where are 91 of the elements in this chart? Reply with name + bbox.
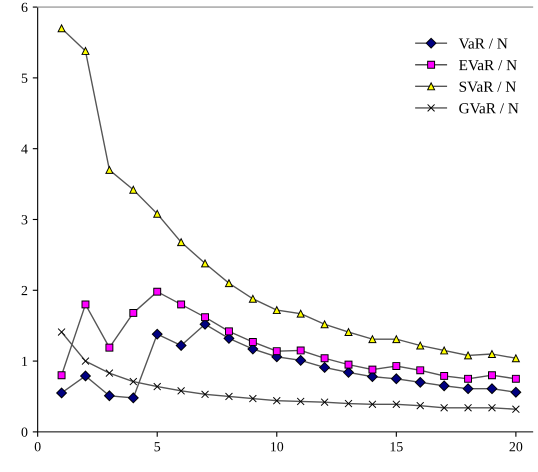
point xyxy=(272,396,281,405)
point xyxy=(440,346,448,354)
legend-label: GVaR / N xyxy=(459,103,519,114)
point xyxy=(82,300,90,308)
point xyxy=(319,362,330,373)
x-tick-label: 5 xyxy=(154,442,160,452)
point xyxy=(368,400,376,408)
point xyxy=(320,354,329,362)
point xyxy=(129,308,138,317)
point xyxy=(80,370,91,382)
point xyxy=(392,335,400,344)
point xyxy=(129,186,138,194)
point xyxy=(486,383,498,394)
point xyxy=(224,392,233,400)
point xyxy=(153,382,162,391)
point xyxy=(177,300,186,308)
point xyxy=(344,400,352,408)
point xyxy=(248,394,257,403)
point xyxy=(201,259,209,268)
legend-label: EVaR / N xyxy=(459,60,517,70)
point xyxy=(58,328,66,336)
point xyxy=(105,344,114,352)
point xyxy=(416,402,424,410)
x-tick-label: 20 xyxy=(510,442,522,452)
point xyxy=(488,350,496,358)
point xyxy=(176,340,187,351)
point xyxy=(440,404,448,412)
point xyxy=(440,372,448,380)
point xyxy=(510,386,522,398)
point xyxy=(58,371,66,380)
point xyxy=(464,404,472,412)
point xyxy=(368,366,376,374)
point xyxy=(104,390,115,402)
y-tick-label: 0 xyxy=(22,427,28,437)
point xyxy=(344,360,352,369)
point xyxy=(343,367,354,378)
point xyxy=(105,166,114,174)
legend-label: SVaR / N xyxy=(460,82,516,92)
point xyxy=(295,354,306,366)
y-tick-label: 6 xyxy=(22,2,28,12)
point xyxy=(488,371,496,380)
point xyxy=(58,24,66,32)
point xyxy=(438,380,450,392)
x-tick-label: 10 xyxy=(271,442,284,452)
point xyxy=(296,310,305,318)
legend-label: VaR / N xyxy=(458,38,508,49)
point xyxy=(416,342,424,350)
point xyxy=(464,351,472,360)
point xyxy=(153,288,162,296)
point xyxy=(272,347,281,356)
point xyxy=(201,313,209,322)
point xyxy=(82,357,90,366)
point xyxy=(488,404,496,412)
point xyxy=(368,335,376,344)
point xyxy=(129,378,138,386)
point xyxy=(390,373,402,384)
y-tick-label: 2 xyxy=(22,286,28,296)
point xyxy=(392,400,400,408)
point xyxy=(414,376,426,388)
point xyxy=(320,320,329,328)
y-tick-label: 3 xyxy=(22,215,28,224)
point xyxy=(153,210,162,218)
point xyxy=(152,328,163,340)
point xyxy=(248,338,257,346)
x-tick-label: 15 xyxy=(390,442,403,452)
point xyxy=(512,405,520,414)
point xyxy=(224,279,233,288)
point xyxy=(128,392,139,404)
point xyxy=(177,238,186,246)
y-tick-label: 1 xyxy=(22,356,28,366)
point xyxy=(392,362,400,370)
point xyxy=(105,369,114,378)
point xyxy=(177,386,186,395)
point xyxy=(344,328,352,336)
point xyxy=(248,294,257,303)
point xyxy=(296,346,305,354)
point xyxy=(462,383,474,394)
point xyxy=(416,366,424,374)
point xyxy=(82,47,90,55)
point xyxy=(296,397,305,406)
point xyxy=(56,388,67,398)
point xyxy=(320,398,329,406)
point xyxy=(201,390,209,398)
y-tick-label: 4 xyxy=(21,144,28,154)
point xyxy=(464,374,472,383)
x-tick-label: 0 xyxy=(34,442,41,452)
y-tick-label: 5 xyxy=(22,74,28,83)
point xyxy=(224,327,233,336)
point xyxy=(512,354,520,362)
point xyxy=(272,306,281,314)
point xyxy=(512,374,520,383)
